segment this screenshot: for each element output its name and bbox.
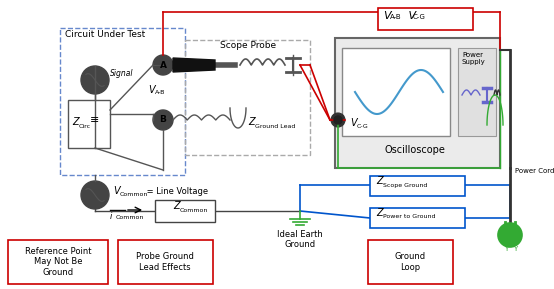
Text: Power Cord: Power Cord: [515, 168, 554, 174]
Circle shape: [331, 113, 345, 127]
Bar: [68, 100, 110, 148]
Text: Z: Z: [72, 117, 79, 127]
Text: C-G: C-G: [357, 125, 369, 129]
Bar: [458, 48, 496, 136]
Circle shape: [498, 223, 522, 247]
Text: V: V: [350, 118, 357, 128]
Polygon shape: [173, 58, 215, 72]
Bar: [368, 240, 453, 284]
Text: Scope Probe: Scope Probe: [220, 41, 276, 50]
Text: Circuit Under Test: Circuit Under Test: [65, 30, 145, 39]
Text: Common: Common: [120, 192, 148, 197]
Text: V: V: [405, 11, 416, 21]
Text: = Line Voltage: = Line Voltage: [144, 186, 208, 195]
Bar: [185, 40, 310, 155]
Bar: [378, 8, 473, 30]
Text: Reference Point
May Not Be
Ground: Reference Point May Not Be Ground: [25, 247, 91, 277]
Circle shape: [335, 117, 341, 123]
Text: Common: Common: [116, 215, 145, 220]
Bar: [370, 176, 465, 196]
Text: Common: Common: [180, 208, 208, 212]
Text: Scope Ground: Scope Ground: [383, 182, 427, 188]
Text: Signal: Signal: [110, 69, 134, 79]
Circle shape: [153, 55, 173, 75]
Text: V: V: [113, 186, 120, 196]
Circle shape: [81, 66, 109, 94]
Text: Z: Z: [248, 117, 255, 127]
Text: Z: Z: [376, 208, 383, 218]
Text: Y: Y: [513, 246, 517, 252]
Bar: [118, 240, 213, 284]
Text: Ground Lead: Ground Lead: [255, 123, 295, 129]
Bar: [155, 200, 215, 222]
Bar: [335, 38, 500, 168]
Text: Z: Z: [376, 176, 383, 186]
Circle shape: [81, 181, 109, 209]
Text: A: A: [160, 60, 167, 69]
Text: Power
Supply: Power Supply: [462, 52, 486, 65]
Text: Power to Ground: Power to Ground: [383, 214, 435, 220]
Text: i: i: [110, 212, 112, 221]
Text: Probe Ground
Lead Effects: Probe Ground Lead Effects: [136, 252, 194, 272]
Text: B: B: [160, 116, 166, 125]
Bar: [8, 240, 108, 284]
Circle shape: [153, 110, 173, 130]
Circle shape: [334, 116, 342, 124]
Bar: [60, 28, 185, 175]
Text: Oscilloscope: Oscilloscope: [384, 145, 445, 155]
Bar: [342, 48, 450, 136]
Text: V: V: [383, 11, 391, 21]
Text: Y: Y: [504, 246, 508, 252]
Text: C-G: C-G: [413, 14, 426, 20]
Text: Z: Z: [173, 201, 179, 211]
Bar: [370, 208, 465, 228]
Text: Ground
Loop: Ground Loop: [394, 252, 425, 272]
Text: Ideal Earth
Ground: Ideal Earth Ground: [277, 230, 323, 249]
Text: ≡: ≡: [90, 115, 99, 125]
Text: A-B: A-B: [390, 14, 402, 20]
Text: A-B: A-B: [155, 90, 166, 95]
Text: V: V: [148, 85, 155, 95]
Text: Circ: Circ: [79, 123, 91, 129]
